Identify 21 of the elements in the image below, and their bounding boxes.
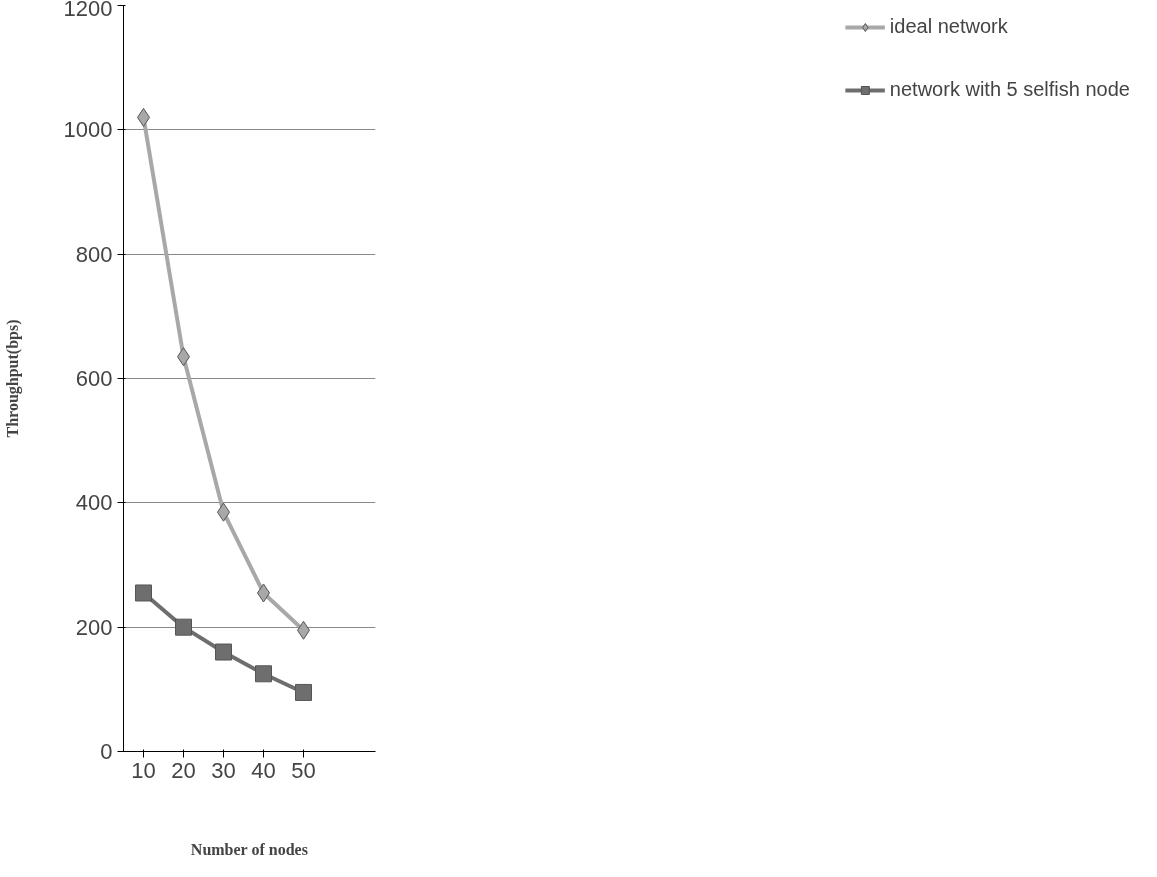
x-axis-title: Number of nodes [190, 840, 308, 858]
legend-label: ideal network [889, 15, 1008, 38]
y-tick-label: 800 [75, 241, 113, 267]
point [215, 643, 232, 661]
y-tick-label: 1200 [63, 0, 113, 21]
point [295, 683, 312, 701]
y-tick-label: 1000 [63, 117, 113, 143]
y-tick-label: 0 [100, 739, 113, 764]
point [255, 665, 272, 683]
legend-label: network with 5 selfish node [889, 78, 1130, 101]
y-tick-label: 200 [75, 614, 113, 640]
x-tick-label: 40 [251, 757, 276, 783]
x-tick-label: 50 [291, 757, 316, 783]
y-axis-title: Throughput(bps) [3, 319, 22, 438]
x-tick-label: 20 [171, 757, 196, 783]
x-tick-label: 30 [211, 757, 236, 783]
y-tick-label: 600 [75, 366, 113, 391]
point [135, 584, 152, 602]
point [175, 618, 192, 636]
y-tick-label: 400 [75, 490, 113, 516]
x-tick-label: 10 [131, 757, 156, 783]
